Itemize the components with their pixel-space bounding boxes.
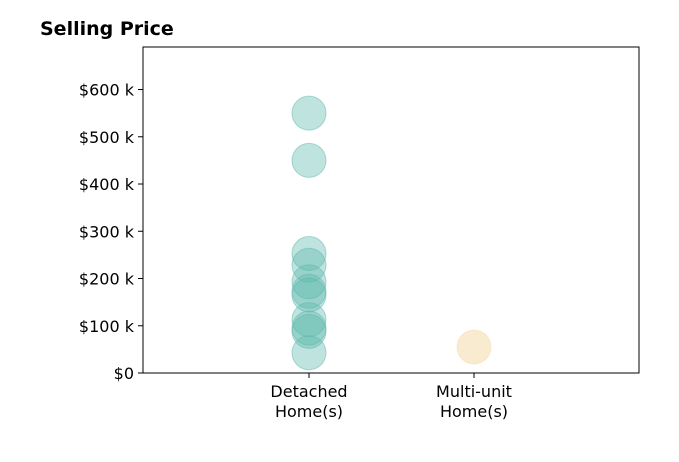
data-point — [291, 236, 327, 271]
plot-frame — [142, 46, 640, 374]
data-point — [291, 95, 327, 131]
chart-title: Selling Price — [40, 18, 174, 40]
data-point — [291, 277, 327, 313]
data-point — [291, 264, 327, 300]
data-point — [291, 335, 327, 371]
data-point — [291, 313, 327, 349]
y-tick-label: $100 k — [79, 317, 135, 336]
data-point — [291, 142, 327, 178]
y-tick-label: $300 k — [79, 222, 135, 241]
x-axis: Detached Home(s) Multi-unit Home(s) — [270, 373, 512, 421]
data-point — [456, 329, 492, 365]
y-tick-label: $0 — [114, 364, 134, 383]
y-tick-label: $400 k — [79, 175, 135, 194]
x-tick-label: Detached Home(s) — [270, 382, 347, 421]
points-layer — [291, 95, 492, 371]
y-tick-label: $200 k — [79, 270, 135, 289]
x-tick-label: Multi-unit Home(s) — [436, 382, 512, 421]
y-tick-label: $500 k — [79, 128, 135, 147]
y-axis: $0 $100 k $200 k $300 k $400 k $500 k $600 k — [79, 81, 143, 383]
data-point — [291, 302, 327, 338]
y-tick-label: $600 k — [79, 81, 135, 100]
